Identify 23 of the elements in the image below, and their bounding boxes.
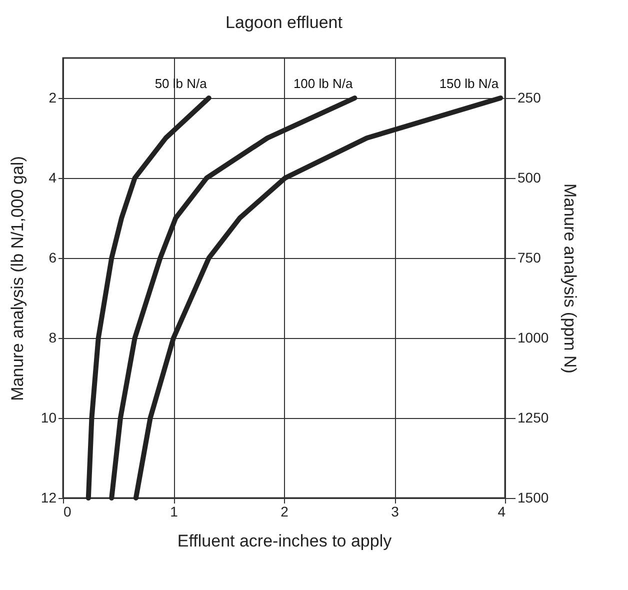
y-tick-label: 8 [48, 330, 57, 346]
x-tick-label: 3 [391, 504, 400, 520]
series-label: 100 lb N/a [293, 76, 354, 91]
y2-axis-title: Manure analysis (ppm N) [560, 184, 580, 374]
y-tick-label: 12 [40, 490, 57, 506]
y-tick-label: 4 [48, 170, 57, 186]
x-tick-label: 1 [170, 504, 178, 520]
y-axis-title: Manure analysis (lb N/1,000 gal) [8, 156, 27, 401]
y2-tick-label: 1500 [518, 490, 549, 506]
x-tick-label: 2 [280, 504, 289, 520]
y2-tick-label: 1250 [518, 410, 549, 426]
x-axis-title: Effluent acre-inches to apply [177, 532, 392, 550]
chart-title: Lagoon effluent [226, 13, 343, 32]
x-tick-label: 4 [498, 504, 506, 520]
x-tick-label: 0 [64, 504, 72, 520]
y-tick-label: 6 [48, 250, 57, 266]
y2-tick-label: 250 [518, 90, 542, 106]
y-tick-label: 10 [40, 410, 57, 426]
y2-tick-label: 750 [518, 250, 542, 266]
y2-tick-label: 500 [518, 170, 542, 186]
y-tick-label: 2 [48, 90, 57, 106]
y2-tick-label: 1000 [518, 330, 549, 346]
series-label: 150 lb N/a [439, 76, 500, 91]
